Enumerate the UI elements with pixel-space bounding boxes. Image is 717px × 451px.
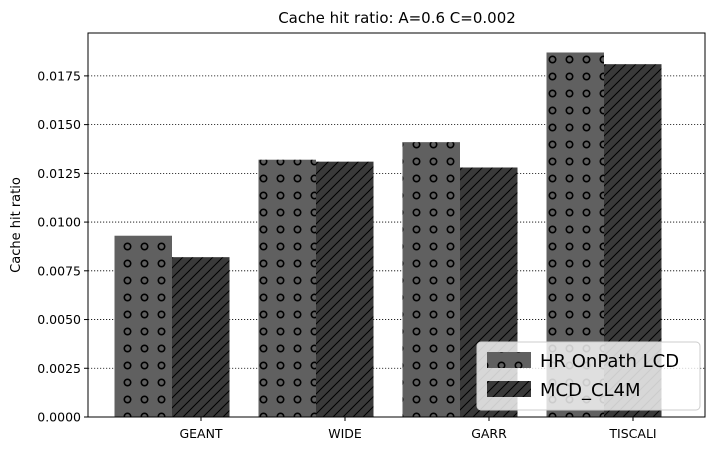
y-tick-label: 0.0125: [37, 166, 81, 181]
legend-label: HR OnPath LCD: [540, 351, 679, 372]
y-axis-label: Cache hit ratio: [9, 177, 24, 273]
y-tick-label: 0.0075: [37, 263, 81, 278]
bar-hr-onpath-lcd-geant: [114, 235, 172, 417]
legend-box: [476, 341, 701, 411]
bar-hr-onpath-lcd-wide: [258, 159, 316, 417]
bars: [114, 52, 662, 418]
legend-swatch: [487, 381, 531, 397]
bar-mcd-cl4m-geant: [172, 257, 230, 417]
y-tick-label: 0.0100: [37, 215, 81, 230]
x-tick-label: GARR: [471, 426, 507, 441]
x-tick-label: GEANT: [179, 426, 222, 441]
x-tick-label: WIDE: [328, 426, 362, 441]
y-tick-label: 0.0025: [37, 361, 81, 376]
bar-hr-onpath-lcd-garr: [402, 142, 460, 418]
y-axis-ticks: 0.0000 0.0025 0.0050 0.0075 0.0100 0.0125 0.01…: [37, 68, 88, 425]
x-axis-ticks: GEANT WIDE GARR TISCALI: [179, 417, 657, 441]
legend-swatch: [487, 352, 531, 368]
plot-frame: [87, 32, 706, 418]
y-tick-label: 0.0150: [37, 117, 81, 132]
bar-mcd-cl4m-wide: [316, 161, 374, 417]
y-tick-label: 0.0175: [37, 68, 81, 83]
x-tick-label: TISCALI: [608, 426, 656, 441]
chart-title: Cache hit ratio: A=0.6 C=0.002: [278, 9, 516, 27]
y-tick-label: 0.0050: [37, 312, 81, 327]
legend: HR OnPath LCD MCD_CL4M: [476, 341, 701, 411]
y-tick-label: 0.0000: [37, 410, 81, 425]
legend-label: MCD_CL4M: [540, 380, 641, 401]
